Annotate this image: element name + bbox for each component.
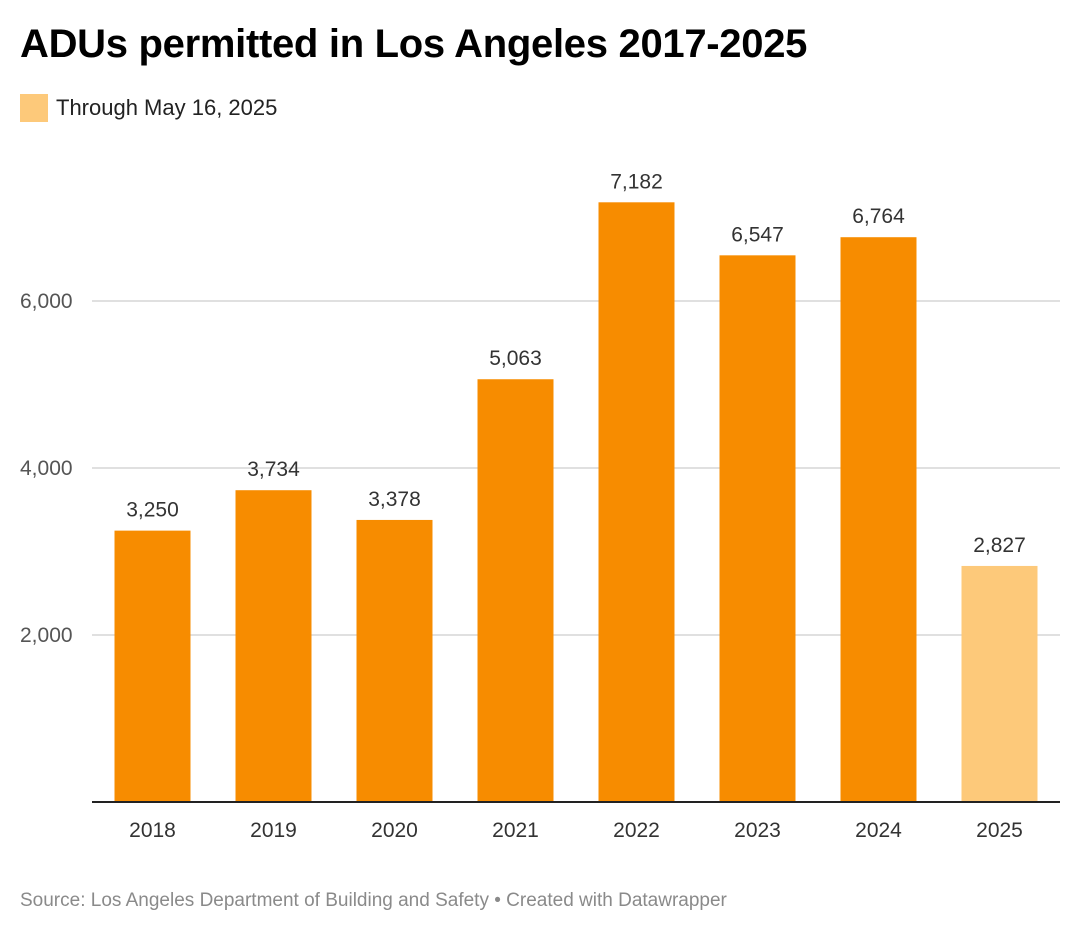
value-label-2021: 5,063 [489, 347, 542, 370]
x-tick-label-2020: 2020 [371, 819, 418, 842]
bars [114, 202, 1038, 803]
source-footer: Source: Los Angeles Department of Buildi… [20, 890, 727, 911]
bar-2019 [235, 490, 312, 802]
value-label-2025: 2,827 [973, 534, 1026, 557]
bar-2020 [356, 519, 433, 802]
x-tick-label-2018: 2018 [129, 819, 176, 842]
value-label-2022: 7,182 [610, 170, 663, 193]
x-tick-label-2022: 2022 [613, 819, 660, 842]
bar-2023 [719, 255, 796, 802]
bar-2021 [477, 379, 554, 802]
y-tick-label: 6,000 [20, 290, 73, 313]
legend: Through May 16, 2025 [20, 94, 277, 122]
value-label-2023: 6,547 [731, 223, 784, 246]
x-tick-label-2024: 2024 [855, 819, 902, 842]
x-tick-label-2021: 2021 [492, 819, 539, 842]
value-label-2020: 3,378 [368, 488, 421, 511]
chart-title: ADUs permitted in Los Angeles 2017-2025 [20, 22, 808, 66]
bar-2018 [114, 530, 191, 802]
y-tick-label: 4,000 [20, 457, 73, 480]
x-axis-ticks: 2018 2019 2020 2021 2022 2023 2024 2025 [129, 819, 1023, 842]
x-tick-label-2025: 2025 [976, 819, 1023, 842]
x-tick-label-2023: 2023 [734, 819, 781, 842]
legend-label: Through May 16, 2025 [56, 95, 278, 120]
y-axis-ticks: 2,000 4,000 6,000 [20, 290, 73, 647]
bar-2022 [598, 202, 675, 803]
bar-2024 [840, 237, 917, 802]
legend-swatch [20, 94, 48, 122]
value-label-2018: 3,250 [126, 499, 179, 522]
x-tick-label-2019: 2019 [250, 819, 297, 842]
value-label-2019: 3,734 [247, 458, 300, 481]
bar-2025 [961, 565, 1038, 802]
y-tick-label: 2,000 [20, 624, 73, 647]
bar-chart: 2,000 4,000 6,000 3,250 3,734 3,378 5,063 7,18… [20, 170, 1060, 842]
value-label-2024: 6,764 [852, 205, 905, 228]
value-labels: 3,250 3,734 3,378 5,063 7,182 6,547 6,764 2,827 [126, 170, 1026, 557]
